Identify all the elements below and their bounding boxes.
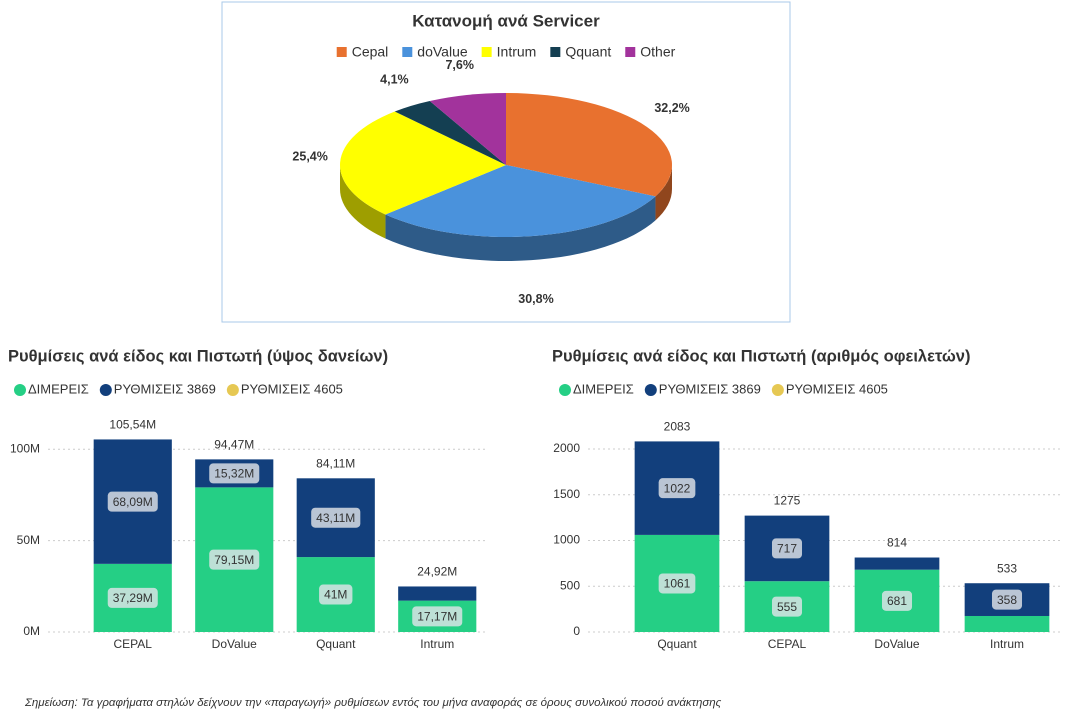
legend-marker <box>99 384 112 396</box>
x-tick-label: Qquant <box>657 637 697 651</box>
label-box <box>658 573 696 594</box>
data-label: 7,6% <box>445 58 474 72</box>
x-tick-label: CEPAL <box>114 637 153 651</box>
legend-label: ΡΥΘΜΙΣΕΙΣ 3869 <box>114 381 216 396</box>
legend-marker <box>559 384 571 396</box>
y-tick-label: 500 <box>560 578 580 592</box>
label-box <box>771 538 803 559</box>
chart-title: Κατανομή ανά Servicer <box>412 11 600 30</box>
total-label: 94,47M <box>214 438 254 452</box>
legend-label: ΔΙΜΕΡΕΙΣ <box>28 381 89 396</box>
label-box <box>991 589 1023 610</box>
data-label: 43,11M <box>316 511 355 525</box>
legend-swatch <box>550 47 561 57</box>
label-box <box>107 587 158 608</box>
legend-label: ΡΥΘΜΙΣΕΙΣ 4605 <box>786 381 888 396</box>
data-label: 717 <box>777 542 797 556</box>
legend-swatch <box>402 47 413 57</box>
data-label: 30,8% <box>518 292 553 306</box>
total-label: 1275 <box>774 494 801 508</box>
pie-side <box>340 165 386 239</box>
data-label: 681 <box>887 594 907 608</box>
x-tick-label: CEPAL <box>768 637 807 651</box>
data-label: 15,32M <box>214 467 254 481</box>
data-label: 1061 <box>664 577 691 591</box>
bar-segment <box>854 557 940 570</box>
total-label: 24,92M <box>417 565 457 579</box>
chart-title: Ρυθμίσεις ανά είδος και Πιστωτή (αριθμός… <box>552 347 970 365</box>
data-label: 555 <box>777 600 797 614</box>
legend-label: ΡΥΘΜΙΣΕΙΣ 3869 <box>659 381 761 396</box>
y-tick-label: 1000 <box>553 533 580 547</box>
pie-side <box>655 165 672 221</box>
total-label: 2083 <box>664 420 691 434</box>
x-tick-label: Qquant <box>316 637 356 651</box>
data-label: 79,15M <box>214 553 254 567</box>
legend-marker <box>644 384 657 396</box>
legend-label: Intrum <box>497 44 537 60</box>
legend-marker <box>771 384 784 396</box>
data-label: 1022 <box>664 481 691 495</box>
label-box <box>771 596 803 617</box>
legend-label: ΔΙΜΕΡΕΙΣ <box>573 381 634 396</box>
data-label: 32,2% <box>654 101 689 115</box>
label-box <box>658 478 696 499</box>
label-box <box>209 549 260 570</box>
y-tick-label: 1500 <box>553 487 580 501</box>
data-label: 4,1% <box>380 73 409 87</box>
y-tick-label: 50M <box>17 533 40 547</box>
pie-side <box>385 196 656 261</box>
legend-label: Cepal <box>352 44 389 60</box>
legend-swatch <box>336 47 347 57</box>
legend-swatch <box>481 47 492 57</box>
x-tick-label: Intrum <box>420 637 454 651</box>
label-box <box>319 584 353 605</box>
legend-marker <box>14 384 26 396</box>
x-tick-label: DoValue <box>212 637 257 651</box>
label-box <box>209 463 260 484</box>
chart-title: Ρυθμίσεις ανά είδος και Πιστωτή (ύψος δα… <box>8 347 388 365</box>
legend-label: ΡΥΘΜΙΣΕΙΣ 4605 <box>241 381 343 396</box>
pie-slice <box>385 165 656 237</box>
bar-segment <box>398 586 477 601</box>
y-tick-label: 2000 <box>553 441 580 455</box>
pie-slice <box>506 93 673 197</box>
label-box <box>107 491 158 512</box>
pie-slice <box>340 111 506 215</box>
data-label: 25,4% <box>292 149 327 163</box>
pie-slice <box>429 93 506 165</box>
total-label: 84,11M <box>316 456 355 470</box>
note: Σημείωση: Τα γραφήματα στηλών δείχνουν τ… <box>24 697 722 709</box>
legend: Cepal doValue Intrum Qquant Other <box>336 44 676 60</box>
y-tick-label: 0 <box>573 624 580 638</box>
label-box <box>881 590 913 611</box>
legend-label: Qquant <box>565 44 611 60</box>
legend-swatch <box>625 47 636 57</box>
data-label: 68,09M <box>113 495 153 509</box>
x-tick-label: DoValue <box>874 637 919 651</box>
bar-segment <box>964 615 1050 632</box>
total-label: 533 <box>997 561 1017 575</box>
data-label: 358 <box>997 593 1017 607</box>
legend-label: doValue <box>417 44 468 60</box>
legend-label: Other <box>640 44 675 60</box>
pie-slice <box>394 101 506 165</box>
total-label: 105,54M <box>109 417 156 431</box>
legend-marker <box>226 384 239 396</box>
data-label: 17,17M <box>417 609 457 623</box>
label-box <box>311 507 361 528</box>
y-tick-label: 100M <box>10 441 40 455</box>
y-tick-label: 0M <box>23 624 40 638</box>
label-box <box>412 606 463 627</box>
data-label: 37,29M <box>113 591 153 605</box>
x-tick-label: Intrum <box>990 637 1024 651</box>
total-label: 814 <box>887 536 907 550</box>
data-label: 41M <box>324 588 347 602</box>
